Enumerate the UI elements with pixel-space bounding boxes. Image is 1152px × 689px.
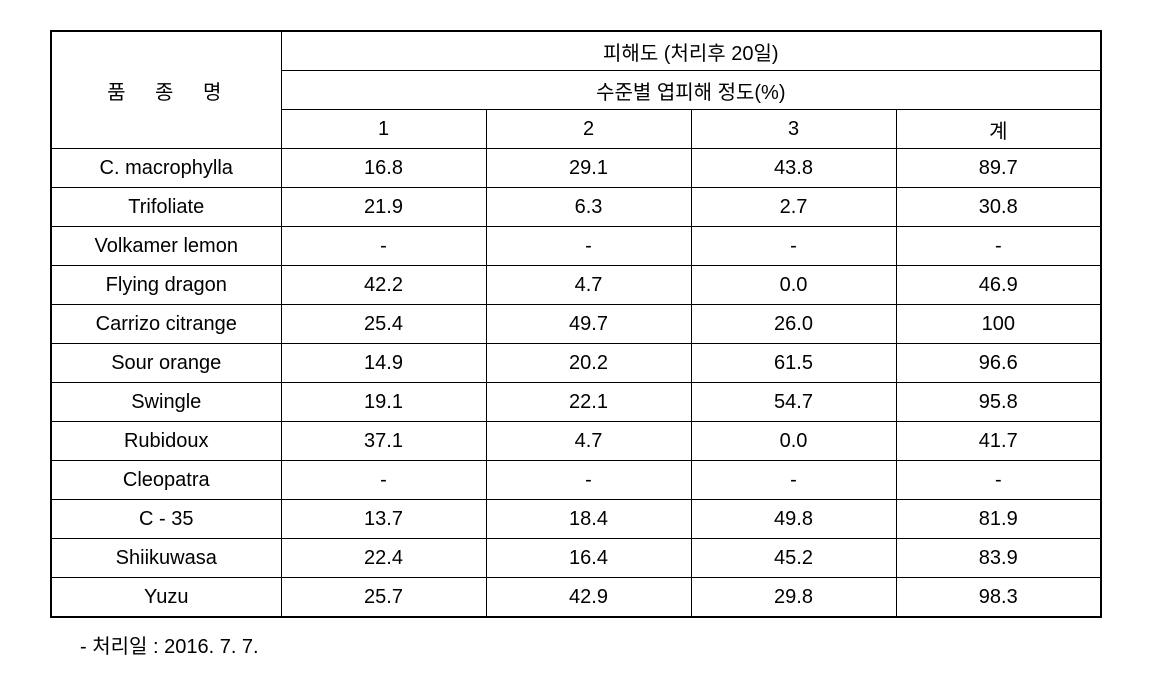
cell-value: 25.4 — [281, 305, 486, 344]
header-main: 피해도 (처리후 20일) — [281, 31, 1101, 71]
cell-value: 49.7 — [486, 305, 691, 344]
cell-variety: C. macrophylla — [51, 149, 281, 188]
cell-value: 83.9 — [896, 539, 1101, 578]
table-row: Swingle19.122.154.795.8 — [51, 383, 1101, 422]
cell-value: 0.0 — [691, 266, 896, 305]
table-row: Sour orange14.920.261.596.6 — [51, 344, 1101, 383]
cell-value: 0.0 — [691, 422, 896, 461]
cell-value: 96.6 — [896, 344, 1101, 383]
cell-variety: Sour orange — [51, 344, 281, 383]
table-body: C. macrophylla16.829.143.889.7Trifoliate… — [51, 149, 1101, 618]
table-row: Yuzu25.742.929.898.3 — [51, 578, 1101, 618]
cell-value: 2.7 — [691, 188, 896, 227]
table-row: Carrizo citrange25.449.726.0100 — [51, 305, 1101, 344]
cell-value: 54.7 — [691, 383, 896, 422]
table-row: Shiikuwasa22.416.445.283.9 — [51, 539, 1101, 578]
cell-value: - — [486, 461, 691, 500]
cell-value: 98.3 — [896, 578, 1101, 618]
cell-value: - — [281, 227, 486, 266]
cell-variety: C - 35 — [51, 500, 281, 539]
cell-variety: Shiikuwasa — [51, 539, 281, 578]
cell-value: - — [896, 227, 1101, 266]
header-col3: 3 — [691, 110, 896, 149]
header-col1: 1 — [281, 110, 486, 149]
cell-variety: Flying dragon — [51, 266, 281, 305]
cell-value: 49.8 — [691, 500, 896, 539]
cell-value: 100 — [896, 305, 1101, 344]
table-row: C. macrophylla16.829.143.889.7 — [51, 149, 1101, 188]
cell-value: 25.7 — [281, 578, 486, 618]
footnote: - 처리일 : 2016. 7. 7. — [50, 630, 1102, 659]
cell-value: 43.8 — [691, 149, 896, 188]
cell-variety: Carrizo citrange — [51, 305, 281, 344]
table-row: Trifoliate21.96.32.730.8 — [51, 188, 1101, 227]
cell-value: 61.5 — [691, 344, 896, 383]
table-row: C - 3513.718.449.881.9 — [51, 500, 1101, 539]
header-variety: 품 종 명 — [51, 31, 281, 149]
cell-variety: Swingle — [51, 383, 281, 422]
cell-variety: Yuzu — [51, 578, 281, 618]
cell-value: 19.1 — [281, 383, 486, 422]
table-row: Volkamer lemon---- — [51, 227, 1101, 266]
cell-value: 16.8 — [281, 149, 486, 188]
cell-value: 41.7 — [896, 422, 1101, 461]
cell-value: 14.9 — [281, 344, 486, 383]
table-row: Cleopatra---- — [51, 461, 1101, 500]
cell-value: 4.7 — [486, 422, 691, 461]
cell-value: - — [281, 461, 486, 500]
damage-table: 품 종 명 피해도 (처리후 20일) 수준별 엽피해 정도(%) 1 2 3 … — [50, 30, 1102, 618]
cell-value: 4.7 — [486, 266, 691, 305]
cell-variety: Trifoliate — [51, 188, 281, 227]
cell-value: 95.8 — [896, 383, 1101, 422]
header-col2: 2 — [486, 110, 691, 149]
cell-value: 21.9 — [281, 188, 486, 227]
cell-value: - — [691, 461, 896, 500]
table-row: Flying dragon42.24.70.046.9 — [51, 266, 1101, 305]
table-row: Rubidoux37.14.70.041.7 — [51, 422, 1101, 461]
cell-value: 46.9 — [896, 266, 1101, 305]
cell-value: 18.4 — [486, 500, 691, 539]
header-sub: 수준별 엽피해 정도(%) — [281, 71, 1101, 110]
cell-value: 29.1 — [486, 149, 691, 188]
header-total: 계 — [896, 110, 1101, 149]
cell-value: 26.0 — [691, 305, 896, 344]
cell-value: 45.2 — [691, 539, 896, 578]
cell-value: 89.7 — [896, 149, 1101, 188]
cell-value: 37.1 — [281, 422, 486, 461]
cell-value: 29.8 — [691, 578, 896, 618]
cell-variety: Volkamer lemon — [51, 227, 281, 266]
cell-value: 13.7 — [281, 500, 486, 539]
cell-value: - — [691, 227, 896, 266]
cell-value: 22.4 — [281, 539, 486, 578]
cell-value: 16.4 — [486, 539, 691, 578]
cell-variety: Rubidoux — [51, 422, 281, 461]
cell-value: - — [896, 461, 1101, 500]
cell-value: 22.1 — [486, 383, 691, 422]
cell-variety: Cleopatra — [51, 461, 281, 500]
cell-value: 81.9 — [896, 500, 1101, 539]
cell-value: 30.8 — [896, 188, 1101, 227]
cell-value: 20.2 — [486, 344, 691, 383]
cell-value: 42.9 — [486, 578, 691, 618]
cell-value: 6.3 — [486, 188, 691, 227]
cell-value: - — [486, 227, 691, 266]
cell-value: 42.2 — [281, 266, 486, 305]
